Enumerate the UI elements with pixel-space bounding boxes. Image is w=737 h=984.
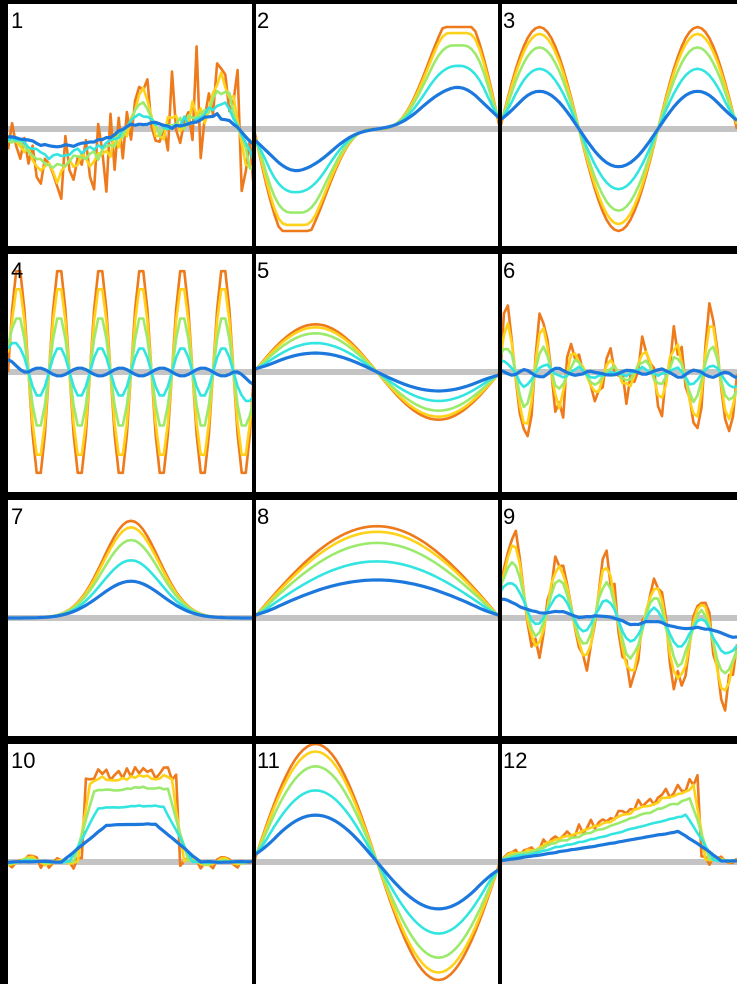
series-line-4 [253,560,501,617]
panel-10: 10 [7,748,255,870]
panel-number-label: 5 [257,258,269,283]
panel-2: 2 [252,8,502,233]
panel-8: 8 [253,504,501,621]
series-line-5 [7,822,254,864]
series-line-5 [499,829,737,863]
panel-number-label: 7 [11,504,23,529]
series-line-4 [499,813,737,863]
series-line-5 [7,358,255,386]
panel-6: 6 [498,258,737,438]
series-line-5 [499,597,737,639]
panel-3: 3 [498,8,737,233]
series-line-3 [499,797,737,863]
series-line-5 [499,366,737,380]
series-line-1 [498,529,737,712]
series-line-2 [498,32,737,226]
panel-number-label: 6 [503,258,515,283]
panel-5: 5 [252,258,502,421]
panel-number-label: 12 [503,748,527,773]
panel-number-label: 1 [11,8,23,33]
series-line-5 [253,351,501,393]
panel-number-label: 9 [503,504,515,529]
series-line-3 [253,541,501,617]
series-line-1 [498,25,737,233]
panel-number-label: 11 [257,748,280,773]
panel-number-label: 2 [257,8,269,33]
series-line-4 [7,101,256,162]
panel-1: 1 [6,8,256,201]
panel-11: 11 [252,742,502,982]
series-line-5 [498,89,737,169]
series-line-4 [498,67,737,191]
series-line-5 [7,112,255,149]
panel-4: 4 [6,258,256,475]
panel-number-label: 4 [11,258,23,283]
series-line-5 [252,85,502,173]
series-line-5 [253,578,501,617]
series-line-5 [253,813,501,911]
series-line-2 [253,530,501,618]
panel-number-label: 3 [503,8,515,33]
panel-12: 12 [498,748,737,866]
panel-number-label: 8 [257,504,269,529]
series-line-5 [8,579,254,620]
series-line-3 [498,46,737,212]
series-line-2 [499,783,737,864]
panel-number-label: 10 [11,748,35,773]
panel-7: 7 [8,504,254,621]
panel-9: 9 [498,504,737,712]
panel-grid: 1 2 34 5 67 8 910 11 12 [6,8,737,982]
series-line-1 [253,524,501,619]
